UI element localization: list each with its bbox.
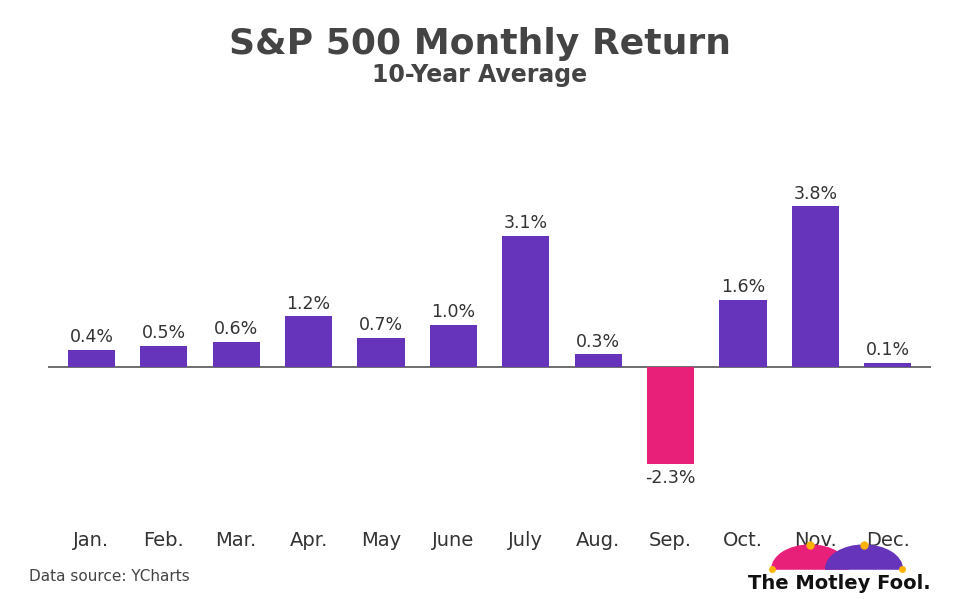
Bar — [719, 300, 766, 367]
Text: Data source: YCharts: Data source: YCharts — [29, 569, 189, 584]
Text: 0.4%: 0.4% — [69, 328, 113, 346]
Text: 0.7%: 0.7% — [359, 316, 403, 334]
Text: 1.0%: 1.0% — [431, 303, 475, 321]
Bar — [502, 236, 549, 367]
Text: 0.3%: 0.3% — [576, 332, 620, 350]
Wedge shape — [826, 545, 902, 569]
Bar — [213, 342, 260, 367]
Bar — [68, 350, 115, 367]
Bar — [575, 355, 622, 367]
Bar — [864, 363, 911, 367]
Text: 0.1%: 0.1% — [866, 341, 910, 359]
Text: 3.1%: 3.1% — [504, 214, 548, 232]
Text: 1.2%: 1.2% — [286, 295, 330, 313]
Bar — [647, 367, 694, 464]
Text: The Motley Fool.: The Motley Fool. — [748, 574, 930, 593]
Bar — [285, 316, 332, 367]
Bar — [357, 338, 404, 367]
Text: 1.6%: 1.6% — [721, 278, 765, 296]
Text: 3.8%: 3.8% — [793, 184, 837, 202]
Wedge shape — [772, 545, 849, 569]
Bar — [140, 346, 187, 367]
Text: 10-Year Average: 10-Year Average — [372, 63, 588, 87]
Text: -2.3%: -2.3% — [645, 470, 696, 488]
Bar — [430, 325, 477, 367]
Text: 0.5%: 0.5% — [142, 324, 186, 342]
Bar — [792, 207, 839, 367]
Text: S&P 500 Monthly Return: S&P 500 Monthly Return — [229, 27, 731, 61]
Text: 0.6%: 0.6% — [214, 320, 258, 338]
